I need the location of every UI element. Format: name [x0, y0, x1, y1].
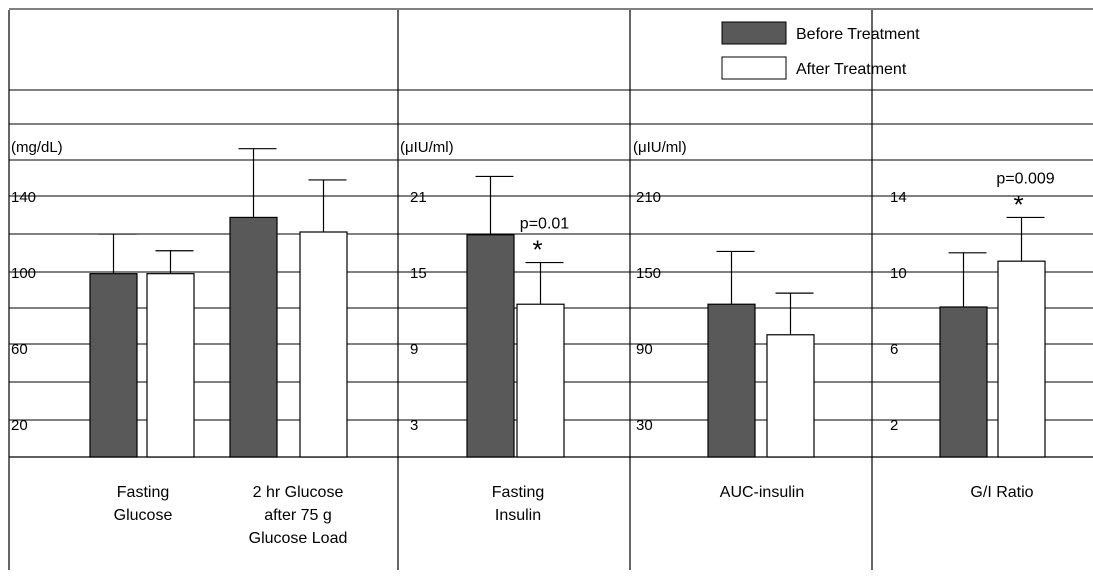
legend-label-after: After Treatment: [796, 61, 907, 78]
bar-after: [516, 303, 565, 458]
panel-2-tick-label: 30: [636, 417, 653, 434]
category-label: G/I Ratio: [970, 484, 1033, 501]
category-label: Glucose: [114, 507, 173, 524]
significance-star: *: [1013, 189, 1023, 219]
panel-3-tick-label: 2: [890, 417, 898, 434]
panel-3-tick-label: 14: [890, 189, 907, 206]
panel-0-tick-label: 140: [11, 189, 36, 206]
category-label: after 75 g: [264, 507, 332, 524]
category-label: 2 hr Glucose: [253, 484, 344, 501]
bar-after: [997, 260, 1046, 458]
legend-swatch-before: [721, 21, 787, 45]
p-value-annotation: p=0.01: [520, 216, 569, 233]
legend: Before Treatment After Treatment: [721, 21, 920, 80]
category-label: AUC-insulin: [720, 484, 804, 501]
panel-2-tick-label: 90: [636, 341, 653, 358]
bar-before: [229, 216, 278, 458]
bar-before: [89, 273, 138, 458]
panel-0-tick-label: 20: [11, 417, 28, 434]
panel-3-tick-label: 10: [890, 265, 907, 282]
bar-before: [707, 303, 756, 458]
category-label: Fasting: [492, 484, 544, 501]
panel-3-tick-label: 6: [890, 341, 898, 358]
panel-0-unit-label: (mg/dL): [11, 139, 63, 156]
panel-1-tick-label: 3: [410, 417, 418, 434]
panel-2-unit-label: (μIU/ml): [633, 139, 687, 156]
bar-before: [466, 234, 515, 458]
category-label: Fasting: [117, 484, 169, 501]
p-value-annotation: p=0.009: [996, 170, 1054, 187]
panel-1-tick-label: 15: [410, 265, 427, 282]
panel-0-tick-label: 100: [11, 265, 36, 282]
significance-star: *: [532, 235, 542, 265]
panel-2-tick-label: 210: [636, 189, 661, 206]
panel-2-tick-label: 150: [636, 265, 661, 282]
category-label: Glucose Load: [249, 530, 348, 547]
bar-before: [939, 306, 988, 458]
bar-after: [766, 334, 815, 458]
panel-1-tick-label: 21: [410, 189, 427, 206]
panel-1-tick-label: 9: [410, 341, 418, 358]
panel-1-unit-label: (μIU/ml): [400, 139, 454, 156]
category-label: Insulin: [495, 507, 541, 524]
panel-0-tick-label: 60: [11, 341, 28, 358]
chart-panels: (mg/dL) 140 100 60 20 Fasting Glucose 2 hr Gluc…: [11, 139, 1055, 547]
bar-after: [146, 273, 195, 458]
legend-swatch-after: [721, 56, 787, 80]
legend-label-before: Before Treatment: [796, 26, 920, 43]
bar-after: [299, 231, 348, 458]
